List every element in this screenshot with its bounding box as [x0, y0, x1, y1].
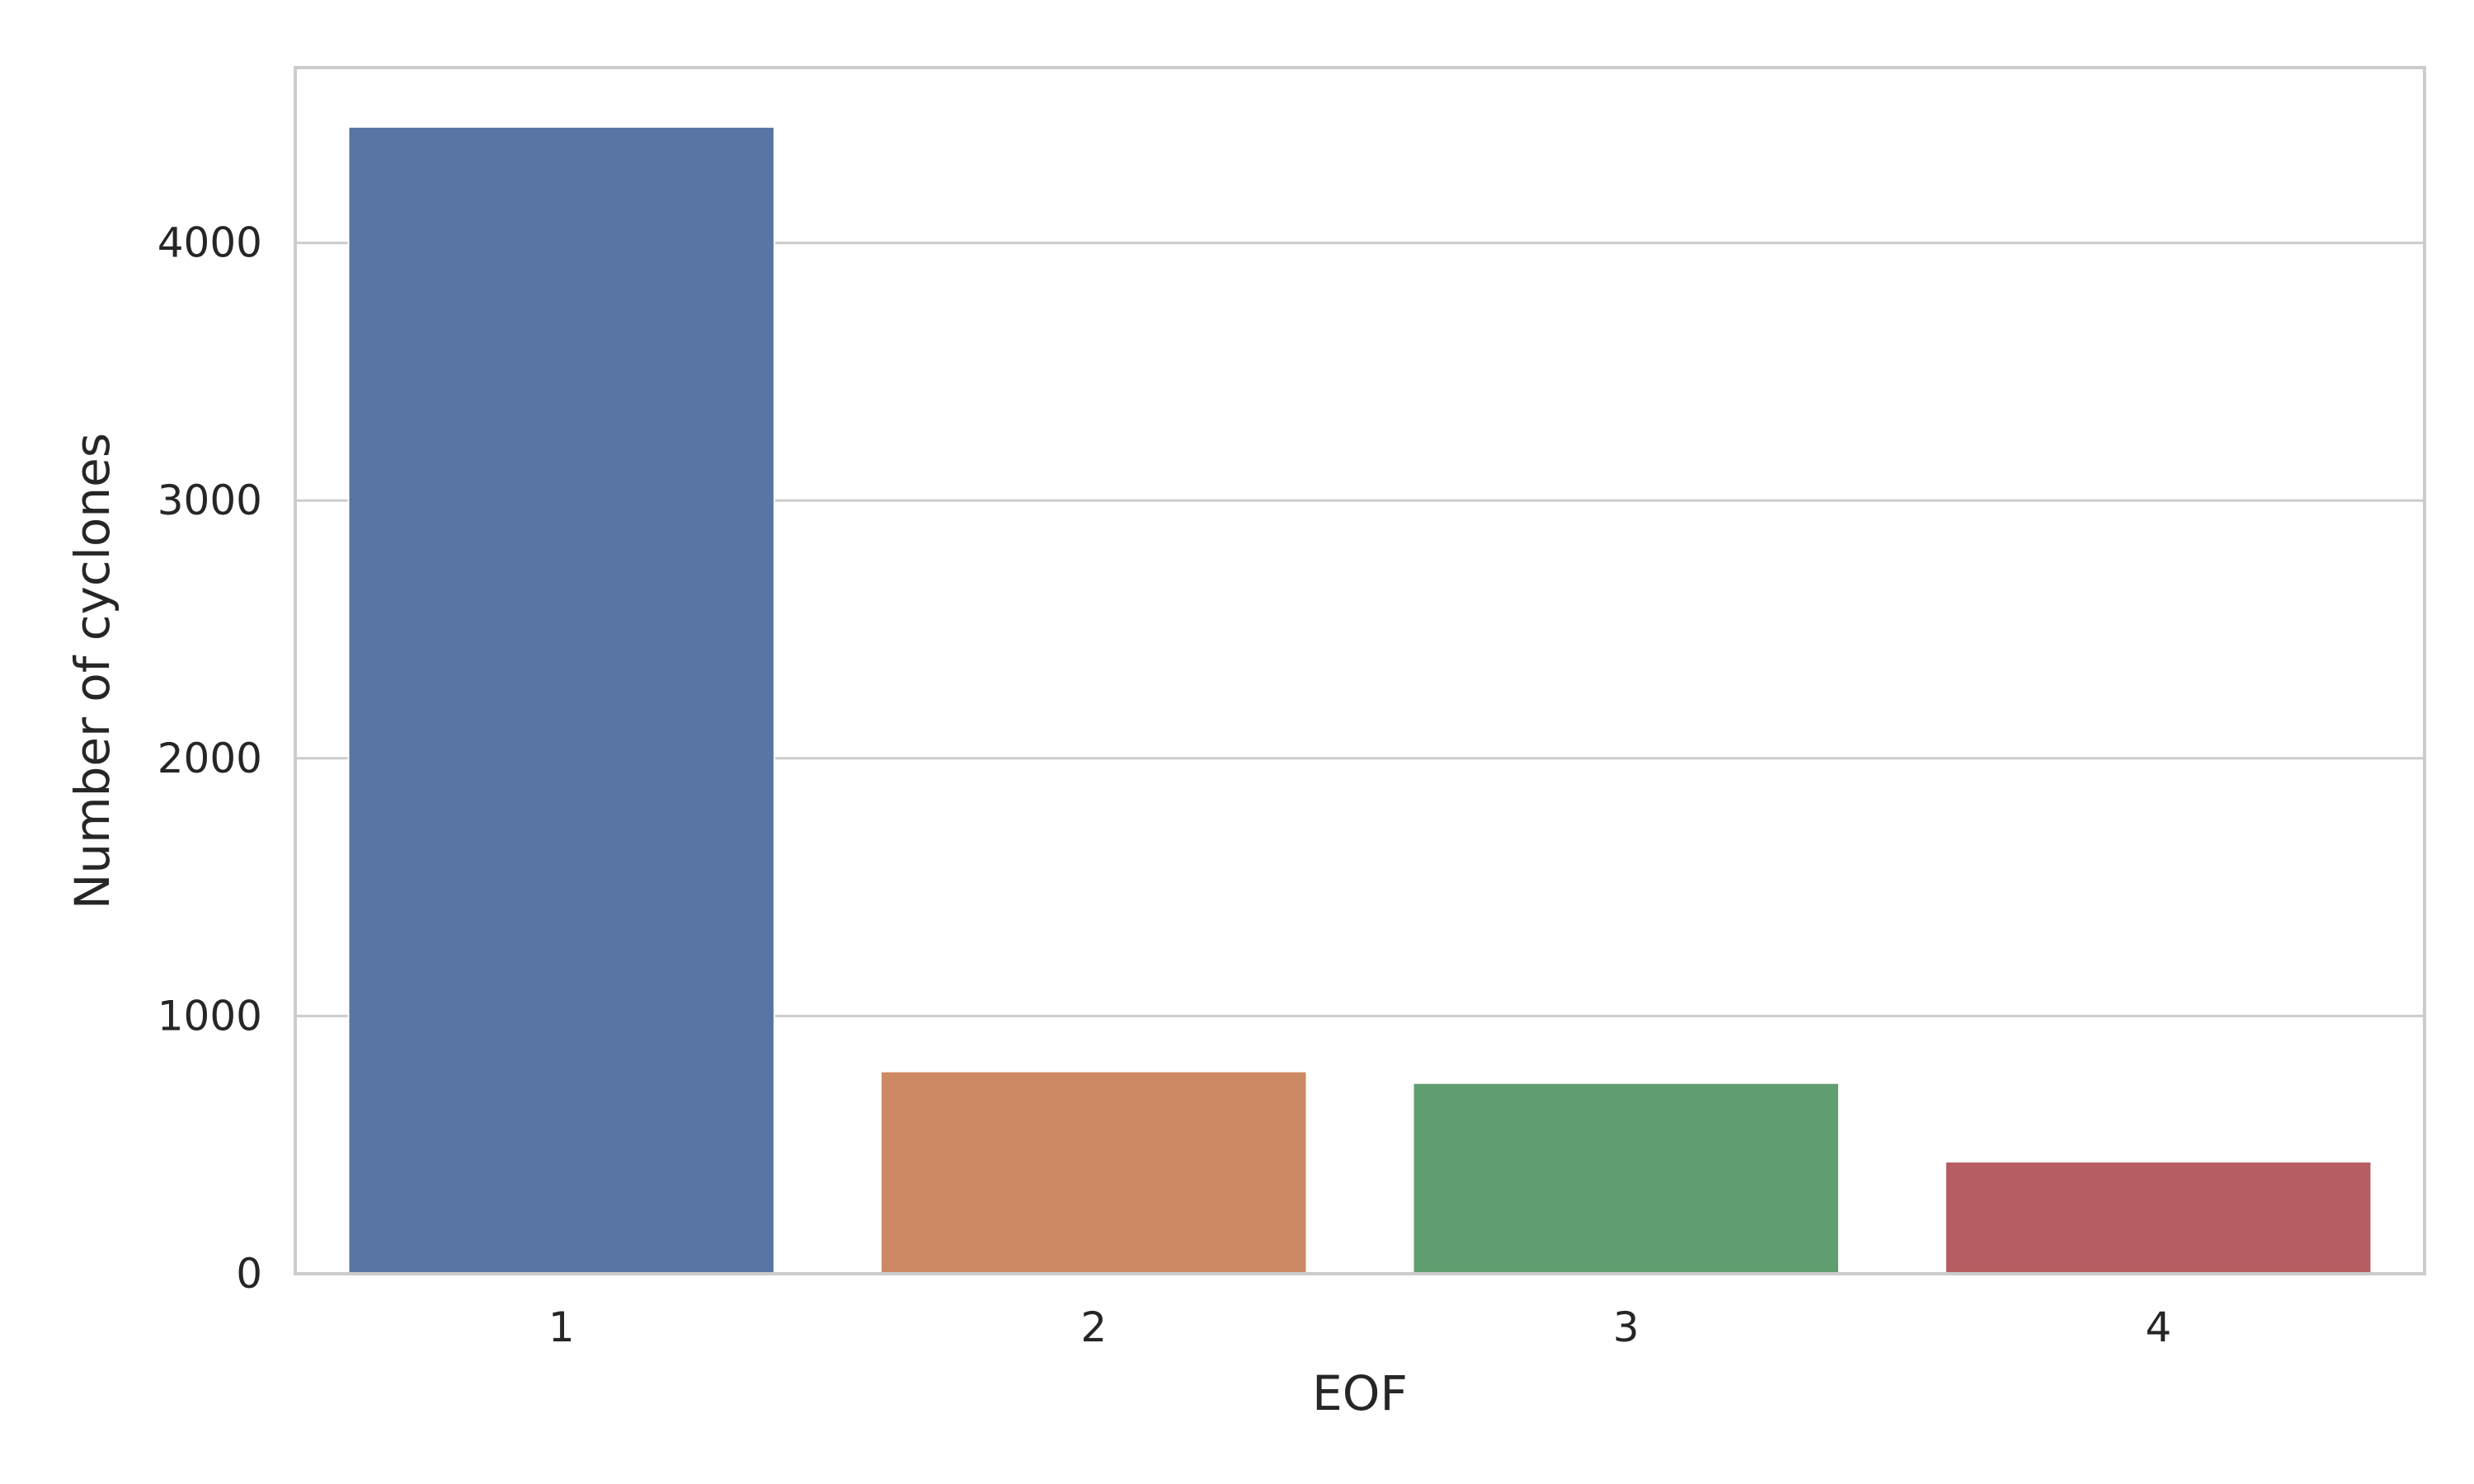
- x-tick-labels: 1 2 3 4: [548, 1303, 2171, 1351]
- y-tick-label: 3000: [158, 477, 262, 524]
- bar-eof-4: [1945, 1161, 2373, 1275]
- x-tick-label: 4: [2145, 1303, 2171, 1351]
- x-tick-label: 3: [1613, 1303, 1639, 1351]
- bar-eof-2: [880, 1070, 1308, 1275]
- y-tick-label: 2000: [158, 735, 262, 782]
- x-tick-label: 2: [1080, 1303, 1107, 1351]
- y-tick-label: 4000: [158, 219, 262, 267]
- bar-eof-3: [1412, 1082, 1840, 1275]
- plot-frame: [294, 66, 2426, 1275]
- y-tick-labels: 0 1000 2000 3000 4000: [158, 219, 262, 1298]
- x-axis-label: EOF: [1312, 1365, 1408, 1421]
- y-axis-label: Number of cyclones: [64, 433, 120, 909]
- bars: [347, 125, 2373, 1275]
- y-tick-label: 0: [236, 1250, 262, 1298]
- x-tick-label: 1: [548, 1303, 575, 1351]
- y-tick-label: 1000: [158, 992, 262, 1040]
- bar-eof-1: [347, 125, 775, 1275]
